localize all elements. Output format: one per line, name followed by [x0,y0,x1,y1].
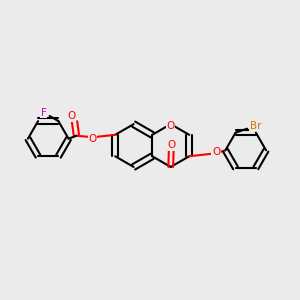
Text: F: F [40,108,46,118]
Text: O: O [167,121,175,130]
Text: Br: Br [250,121,261,131]
Text: O: O [167,140,176,150]
Text: O: O [89,134,97,144]
Text: O: O [212,147,220,157]
Text: O: O [68,111,76,121]
